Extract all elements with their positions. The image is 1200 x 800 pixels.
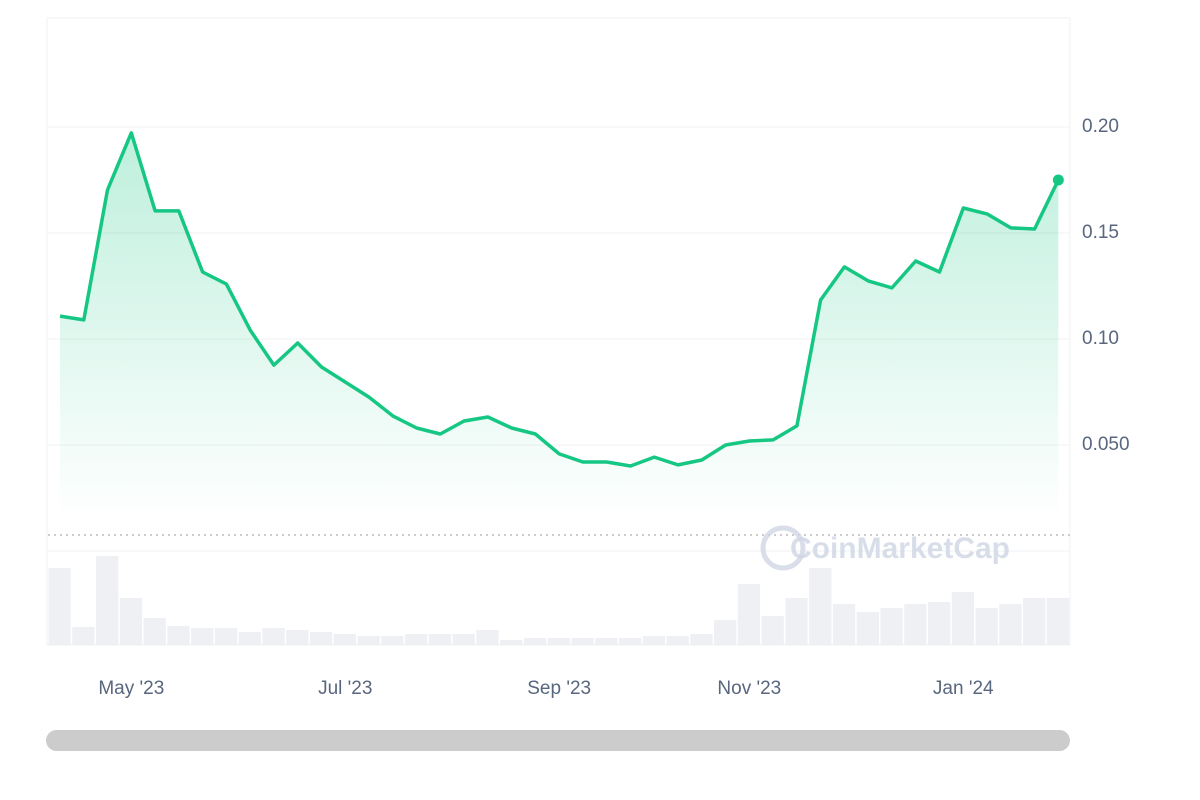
price-area [60,132,1059,520]
x-tick-label: Nov '23 [717,678,781,699]
volume-bar [72,627,95,645]
volume-bar [571,638,594,645]
volume-bar [666,636,689,645]
x-tick-label: Jan '24 [933,678,994,699]
volume-bar [832,604,856,645]
volume-bar [547,638,570,645]
volume-bar [333,634,357,645]
price-line [59,131,1060,468]
volume-bar [286,630,309,645]
volume-bar [48,568,71,645]
volume-bar [642,636,666,645]
volume-bar [500,640,523,645]
volume-bar [1023,598,1046,645]
volume-bar [618,638,642,645]
y-tick-label: 0.20 [1082,116,1119,137]
y-tick-label: 0.10 [1082,328,1119,349]
y-tick-label: 0.050 [1082,434,1130,455]
watermark: CoinMarketCap [790,532,1010,565]
volume-bar [452,634,475,645]
volume-bar [405,634,428,645]
volume-bar [951,592,975,645]
volume-bar [523,638,547,645]
volume-bar [856,612,879,645]
volume-bar [357,636,380,645]
x-tick-label: Jul '23 [318,678,372,699]
volume-bar [809,568,832,645]
volume-bar [119,598,143,645]
volume-bar [96,556,119,645]
y-tick-label: 0.15 [1082,222,1119,243]
volume-bar [428,634,452,645]
volume-bar [690,634,713,645]
volume-bar [309,632,333,645]
volume-bar [785,598,808,645]
volume-bar [143,618,166,645]
volume-bar [904,604,927,645]
x-tick-label: Sep '23 [527,678,591,699]
volume-bar [191,628,214,645]
volume-bar [595,638,618,645]
volume-bar [214,628,238,645]
volume-bar [476,630,499,645]
volume-bar [975,608,998,645]
volume-bar [1046,598,1070,645]
volume-bar [238,632,261,645]
x-tick-label: May '23 [98,678,164,699]
volume-bar [761,616,784,645]
scrollbar[interactable] [46,730,1070,751]
volume-bar [262,628,285,645]
volume-bar [880,608,903,645]
volume-bar [381,636,404,645]
volume-bar [737,584,761,645]
last-price-dot [1052,174,1064,186]
volume-bar [167,626,190,645]
watermark-logo [760,525,806,571]
volume-bar [714,620,737,645]
volume-bar [927,602,951,645]
volume-bar [999,604,1022,645]
